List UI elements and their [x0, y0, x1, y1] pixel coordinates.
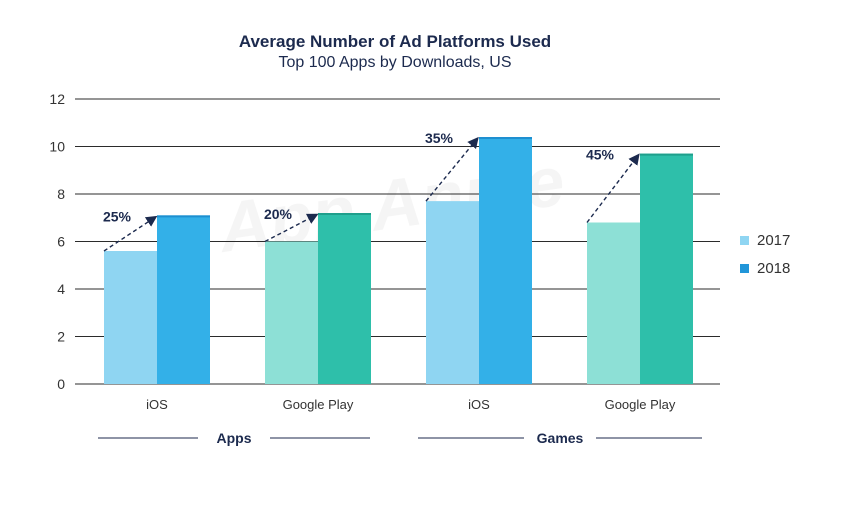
legend-swatch-2018: [740, 263, 749, 273]
y-tick-label-2: 2: [57, 329, 65, 345]
legend-swatch-2017: [740, 235, 749, 245]
group-label-1: Games: [537, 430, 584, 446]
y-tick-label-12: 12: [49, 91, 65, 107]
x-tick-label-0: iOS: [146, 397, 168, 412]
chart-title: Average Number of Ad Platforms Used: [238, 32, 552, 51]
y-tick-label-8: 8: [57, 186, 65, 202]
y-tick-label-6: 6: [57, 234, 65, 250]
bar-2018-1: [318, 213, 371, 384]
group-label-0: Apps: [217, 430, 252, 446]
x-tick-label-1: Google Play: [283, 397, 354, 412]
growth-arrow-0: [103, 215, 158, 252]
x-tick-label-2: iOS: [468, 397, 490, 412]
x-tick-label-3: Google Play: [605, 397, 676, 412]
growth-label-2: 35%: [425, 130, 454, 146]
legend-item-2017: 2017: [740, 226, 790, 254]
legend-item-2018: 2018: [740, 254, 790, 282]
chart-subtitle: Top 100 Apps by Downloads, US: [278, 54, 512, 71]
growth-label-3: 45%: [586, 147, 615, 163]
y-tick-label-0: 0: [57, 376, 65, 392]
growth-label-0: 25%: [103, 208, 132, 224]
bar-2017-0: [104, 251, 157, 384]
legend: 2017 2018: [740, 226, 790, 282]
y-tick-label-4: 4: [57, 281, 65, 297]
y-tick-label-10: 10: [49, 139, 65, 155]
bar-2018-3: [640, 153, 693, 384]
growth-label-1: 20%: [264, 206, 293, 222]
bar-2018-0: [157, 215, 210, 384]
bar-2017-1: [265, 241, 318, 384]
bar-2017-3: [587, 222, 640, 384]
growth-arrow-3: [586, 153, 640, 223]
legend-label-2018: 2018: [757, 259, 791, 277]
bar-2017-2: [426, 201, 479, 384]
growth-arrow-1: [264, 213, 319, 243]
bar-2018-2: [479, 137, 532, 384]
legend-label-2017: 2017: [757, 231, 791, 249]
growth-arrow-2: [425, 136, 479, 202]
